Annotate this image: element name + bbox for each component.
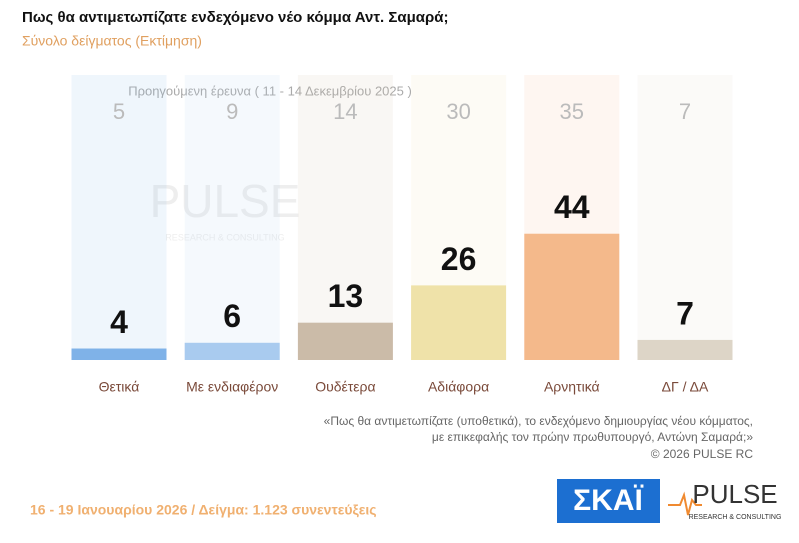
previous-value: 14: [333, 99, 357, 124]
copyright: © 2026 PULSE RC: [651, 447, 754, 461]
chart-subtitle: Σύνολο δείγματος (Εκτίμηση): [22, 33, 202, 49]
chart-title: Πως θα αντιμετωπίζατε ενδεχόμενο νέο κόμ…: [22, 9, 448, 26]
value-label: 13: [328, 278, 364, 314]
value-label: 6: [223, 298, 241, 334]
bar: [184, 342, 280, 360]
pulse-logo: PULSE: [692, 479, 777, 509]
bar: [71, 348, 167, 360]
bar: [524, 233, 620, 360]
category-label: Αρνητικά: [544, 379, 600, 395]
bar: [411, 285, 507, 360]
pulse-logo-sub: RESEARCH & CONSULTING: [689, 514, 782, 521]
previous-value: 5: [113, 99, 125, 124]
previous-value: 35: [560, 99, 584, 124]
value-label: 7: [676, 295, 694, 331]
previous-value: 30: [446, 99, 470, 124]
category-label: Αδιάφορα: [428, 379, 489, 395]
category-label: Ουδέτερα: [315, 379, 375, 395]
previous-label: Προηγούμενη έρευνα ( 11 - 14 Δεκεμβρίου …: [128, 83, 412, 98]
column-background: [297, 75, 393, 360]
pulse-icon: [668, 491, 702, 516]
watermark-sub: RESEARCH & CONSULTING: [165, 232, 284, 242]
fieldwork: 16 - 19 Ιανουαρίου 2026 / Δείγμα: 1.123 …: [30, 502, 377, 518]
value-label: 44: [554, 189, 590, 225]
value-label: 4: [110, 304, 128, 340]
previous-value: 7: [679, 99, 691, 124]
category-label: Με ενδιαφέρον: [186, 379, 278, 395]
column-background: [71, 75, 167, 360]
previous-value: 9: [226, 99, 238, 124]
bars: 4 5 Θετικά 6 9 Με ενδιαφέρον 13 14 Ουδέτερα 26 30 Α…: [71, 75, 733, 395]
category-label: Θετικά: [99, 379, 140, 395]
footnote: «Πως θα αντιμετωπίζατε (υποθετικά), το ε…: [324, 414, 753, 428]
watermark: PULSE: [150, 175, 301, 227]
value-label: 26: [441, 241, 477, 277]
footnote: με επικεφαλής τον πρώην πρωθυπουργό, Αντ…: [432, 430, 753, 444]
skai-logo-box: [557, 479, 660, 523]
column-background: [184, 75, 280, 360]
skai-logo: ΣΚΑΪ: [573, 484, 643, 517]
column-background: [637, 75, 733, 360]
bar: [297, 322, 393, 360]
category-label: ΔΓ / ΔΑ: [662, 379, 709, 395]
bar: [637, 339, 733, 360]
